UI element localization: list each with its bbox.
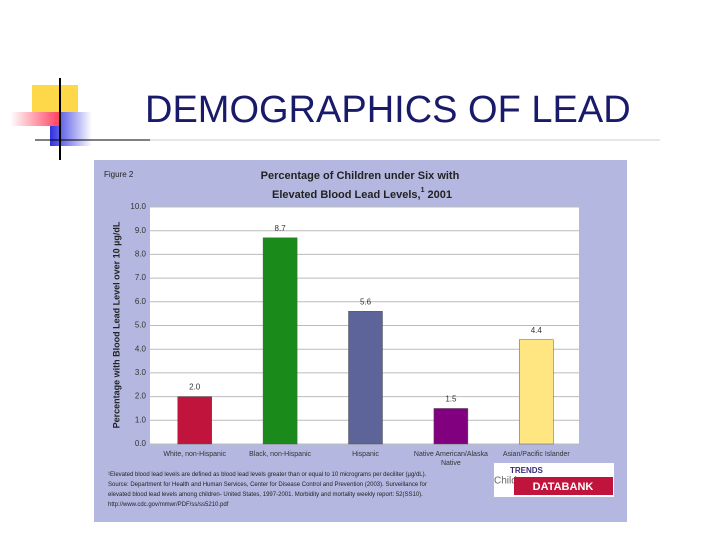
chart-title: Percentage of Children under Six with <box>261 170 460 182</box>
logo-top: TRENDS <box>510 466 544 475</box>
bar <box>348 311 383 445</box>
figure-label: Figure 2 <box>104 170 134 179</box>
value-label: 2.0 <box>189 383 201 392</box>
x-tick-label: Hispanic <box>352 451 379 458</box>
y-tick-label: 0.0 <box>135 439 147 448</box>
bar <box>262 237 298 445</box>
bar <box>433 408 469 445</box>
title-line: Elevated Blood Lead Levels, <box>272 189 421 201</box>
chart-title: Elevated Blood Lead Levels,1 2001 <box>272 187 452 201</box>
x-tick-label: Black, non-Hispanic <box>249 451 312 458</box>
y-tick-label: 3.0 <box>135 368 147 377</box>
y-tick-label: 7.0 <box>135 273 147 282</box>
value-label: 4.4 <box>531 326 543 335</box>
footnote: Source: Department for Health and Human … <box>108 482 427 488</box>
y-tick-label: 5.0 <box>135 321 147 330</box>
y-tick-label: 2.0 <box>135 392 147 401</box>
y-axis-label: Percentage with Blood Lead Level over 10… <box>111 221 121 428</box>
footnote: http://www.cdc.gov/mmwr/PDF/ss/ss5210.pd… <box>108 502 229 508</box>
slide-title: DEMOGRAPHICS OF LEAD <box>145 89 631 131</box>
y-tick-label: 4.0 <box>135 344 147 353</box>
x-tick-label: Native American/Alaska Native <box>413 451 488 467</box>
bar <box>519 339 554 445</box>
title-year: 2001 <box>427 189 451 201</box>
logo-bottom: DATABANK <box>533 481 594 493</box>
deco-bar <box>10 112 60 126</box>
y-tick-label: 6.0 <box>135 297 147 306</box>
x-tick-label: Asian/Pacific Islander <box>502 451 570 458</box>
y-tick-label: 9.0 <box>135 226 147 235</box>
y-tick-label: 1.0 <box>135 415 147 424</box>
value-label: 1.5 <box>445 395 457 404</box>
logo-banner <box>514 477 613 495</box>
y-tick-label: 10.0 <box>130 202 146 211</box>
footnote-mark: 1 <box>421 187 425 194</box>
footnote: ¹Elevated blood lead levels are defined … <box>108 472 427 478</box>
y-tick-label: 8.0 <box>135 250 147 259</box>
logo-left: Child <box>494 476 517 487</box>
value-label: 5.6 <box>360 297 372 306</box>
bar <box>177 396 212 445</box>
x-tick-label: White, non-Hispanic <box>163 451 226 458</box>
footnote: elevated blood lead levels among childre… <box>108 492 423 498</box>
value-label: 8.7 <box>275 224 287 233</box>
